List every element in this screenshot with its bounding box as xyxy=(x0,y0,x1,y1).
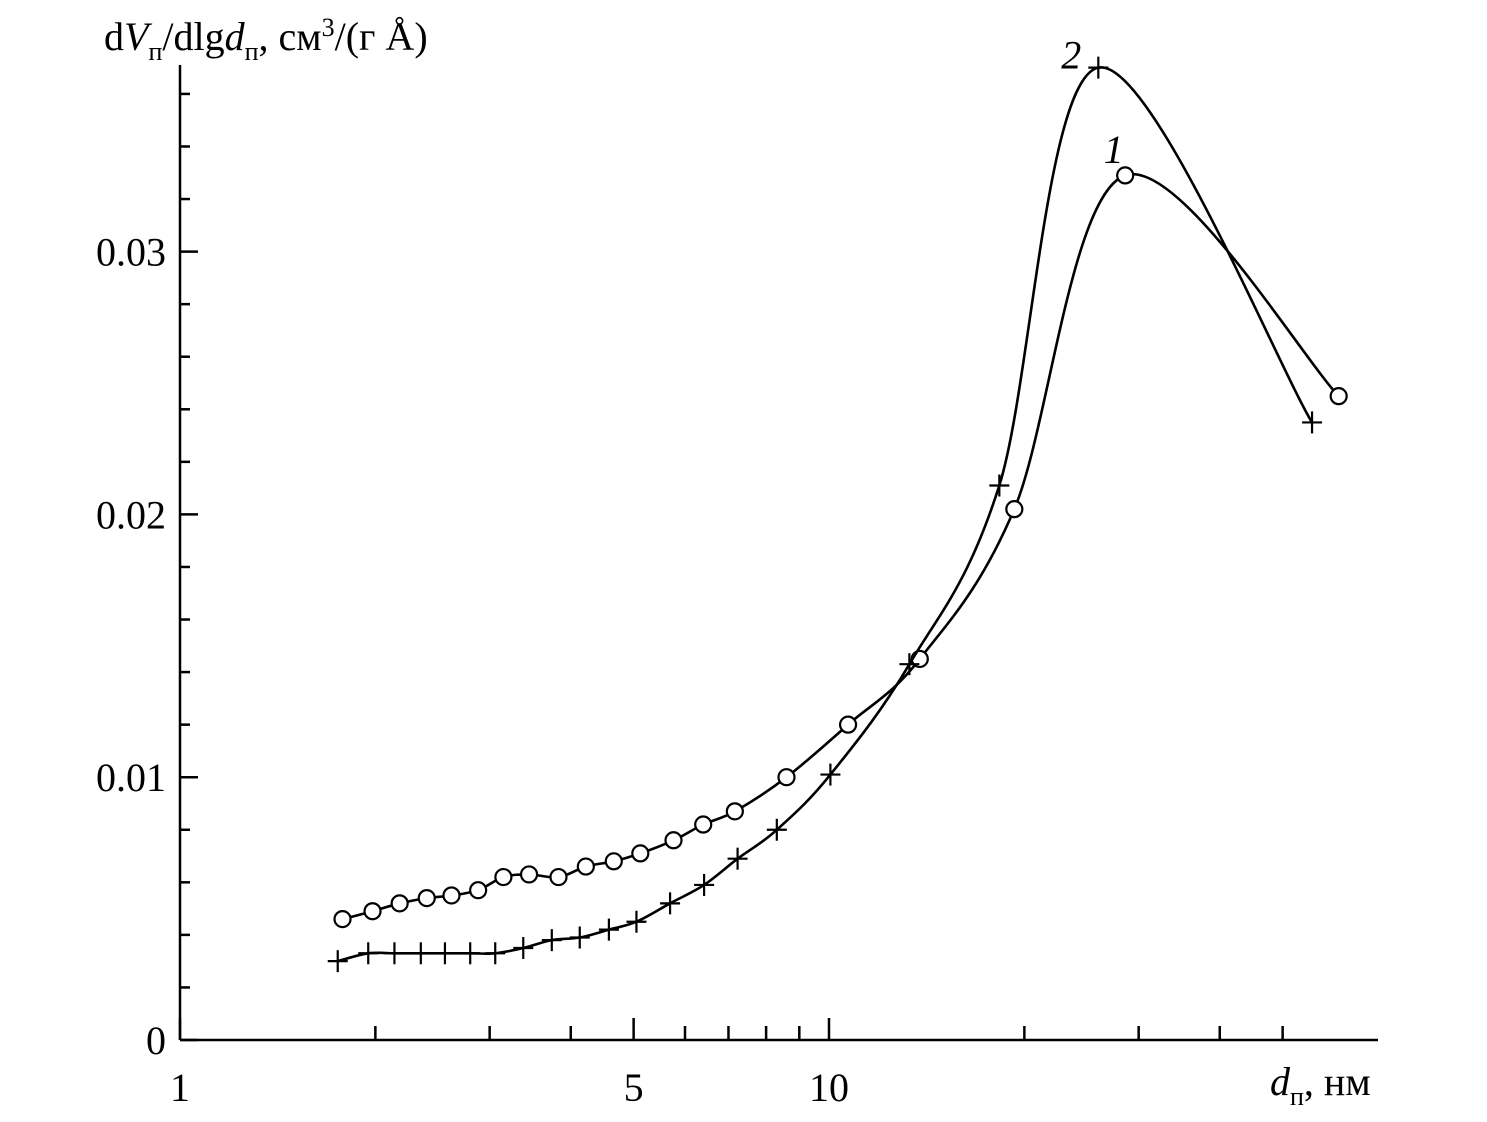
y-axis-title: dVп/dlgdп, см3/(г Å) xyxy=(104,13,428,66)
data-point xyxy=(1005,500,1024,519)
data-point xyxy=(1302,411,1323,434)
y-tick-label: 0.02 xyxy=(96,492,166,537)
data-point xyxy=(1088,56,1109,79)
data-point xyxy=(469,881,488,900)
data-point xyxy=(820,763,841,786)
series-2-line xyxy=(337,66,1314,963)
data-point xyxy=(694,873,715,896)
data-point xyxy=(519,865,539,884)
data-point xyxy=(694,815,713,834)
series-2-label: 2 xyxy=(1061,33,1081,78)
series-2: 2 xyxy=(327,33,1323,973)
data-point xyxy=(766,818,787,841)
data-point xyxy=(384,942,405,965)
data-point xyxy=(576,857,595,876)
data-point xyxy=(899,653,920,676)
x-tick-label: 5 xyxy=(624,1065,644,1110)
data-point xyxy=(485,942,506,965)
series-1-line xyxy=(342,172,1340,921)
data-point xyxy=(417,888,436,908)
y-tick-label: 0.03 xyxy=(96,230,166,275)
data-point xyxy=(838,715,858,734)
data-point xyxy=(410,942,431,965)
x-tick-label: 1 xyxy=(170,1065,190,1110)
data-point xyxy=(631,844,650,863)
axes xyxy=(178,65,1378,1042)
data-point xyxy=(442,886,461,905)
data-point xyxy=(333,910,352,929)
y-tick-label: 0 xyxy=(146,1018,166,1063)
data-point xyxy=(598,918,619,941)
data-point xyxy=(494,867,513,887)
series-1: 1 xyxy=(333,127,1348,929)
data-point xyxy=(358,942,379,965)
data-point xyxy=(549,867,568,887)
data-point xyxy=(660,892,681,915)
series-layer: 12 xyxy=(327,33,1348,973)
y-tick-label: 0.01 xyxy=(96,755,166,800)
data-point xyxy=(390,894,409,913)
data-point xyxy=(460,942,481,965)
series-1-label: 1 xyxy=(1104,127,1124,172)
data-point xyxy=(777,768,796,787)
data-point xyxy=(434,942,455,965)
data-point xyxy=(327,950,348,973)
ticks xyxy=(178,92,1284,1042)
data-point xyxy=(604,852,623,871)
data-point xyxy=(1329,387,1348,406)
data-point xyxy=(513,937,534,960)
data-point xyxy=(626,910,647,933)
x-tick-label: 10 xyxy=(809,1065,849,1110)
x-axis-title: dп, нм xyxy=(1270,1059,1371,1111)
data-point xyxy=(363,902,382,921)
data-point xyxy=(569,926,590,949)
data-point xyxy=(989,474,1010,497)
data-point xyxy=(664,831,683,850)
data-point xyxy=(541,929,562,952)
data-point xyxy=(1116,166,1135,185)
data-point xyxy=(727,847,748,870)
tick-labels: 1 5 10 0 0.01 0.02 0.03 xyxy=(96,230,849,1110)
data-point xyxy=(725,802,744,821)
